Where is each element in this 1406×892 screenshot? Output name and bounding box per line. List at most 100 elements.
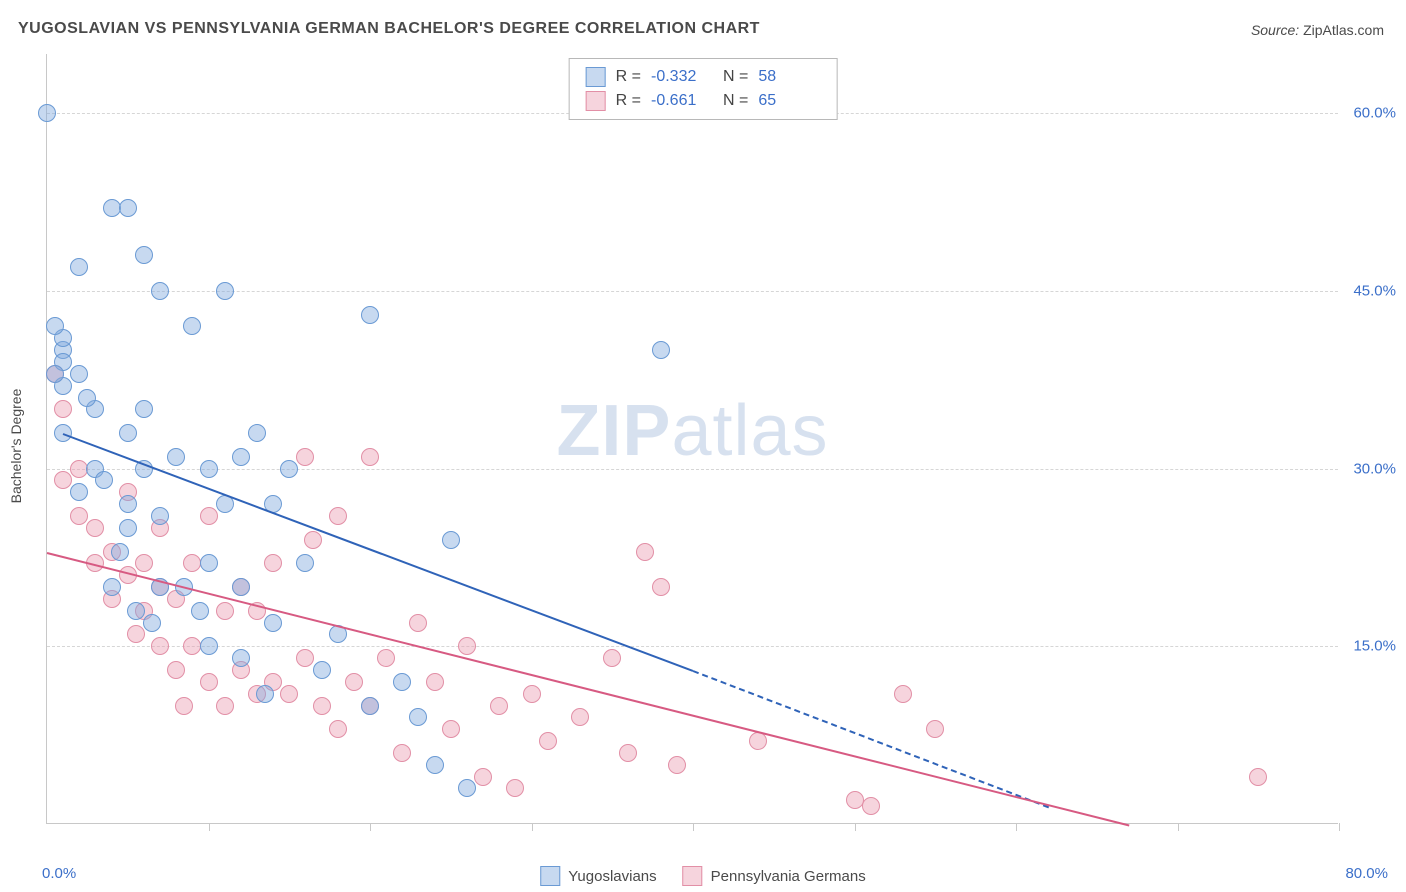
marker-penn-germans xyxy=(523,685,541,703)
r-value-penn-germans: -0.661 xyxy=(651,92,713,110)
swatch-penn-germans xyxy=(683,866,703,886)
x-tick xyxy=(370,823,371,831)
x-tick xyxy=(1339,823,1340,831)
marker-yugoslavians xyxy=(70,258,88,276)
marker-penn-germans xyxy=(200,507,218,525)
marker-yugoslavians xyxy=(426,756,444,774)
marker-yugoslavians xyxy=(103,578,121,596)
marker-yugoslavians xyxy=(151,507,169,525)
marker-yugoslavians xyxy=(183,317,201,335)
legend-item-yugoslavians: Yugoslavians xyxy=(540,866,656,886)
marker-penn-germans xyxy=(426,673,444,691)
marker-yugoslavians xyxy=(135,400,153,418)
marker-yugoslavians xyxy=(70,483,88,501)
marker-yugoslavians xyxy=(167,448,185,466)
y-tick-label: 45.0% xyxy=(1353,282,1396,299)
gridline xyxy=(47,291,1338,292)
r-value-yugoslavians: -0.332 xyxy=(651,68,713,86)
marker-yugoslavians xyxy=(127,602,145,620)
marker-penn-germans xyxy=(345,673,363,691)
marker-yugoslavians xyxy=(232,649,250,667)
marker-yugoslavians xyxy=(143,614,161,632)
marker-penn-germans xyxy=(571,708,589,726)
marker-yugoslavians xyxy=(313,661,331,679)
n-value-penn-germans: 65 xyxy=(758,92,820,110)
marker-yugoslavians xyxy=(95,471,113,489)
marker-penn-germans xyxy=(329,720,347,738)
trend-yugoslavians-extrapolated xyxy=(693,670,1049,808)
plot-area: ZIPatlas 15.0%30.0%45.0%60.0% xyxy=(46,54,1338,824)
marker-yugoslavians xyxy=(135,246,153,264)
marker-penn-germans xyxy=(539,732,557,750)
marker-penn-germans xyxy=(393,744,411,762)
marker-yugoslavians xyxy=(361,697,379,715)
marker-yugoslavians xyxy=(46,365,64,383)
marker-yugoslavians xyxy=(256,685,274,703)
watermark: ZIPatlas xyxy=(556,389,828,471)
marker-yugoslavians xyxy=(119,519,137,537)
marker-yugoslavians xyxy=(409,708,427,726)
marker-yugoslavians xyxy=(70,365,88,383)
marker-penn-germans xyxy=(216,697,234,715)
marker-penn-germans xyxy=(603,649,621,667)
marker-penn-germans xyxy=(175,697,193,715)
swatch-yugoslavians xyxy=(540,866,560,886)
y-tick-label: 30.0% xyxy=(1353,460,1396,477)
marker-yugoslavians xyxy=(232,578,250,596)
marker-penn-germans xyxy=(894,685,912,703)
gridline xyxy=(47,469,1338,470)
marker-penn-germans xyxy=(200,673,218,691)
marker-penn-germans xyxy=(216,602,234,620)
marker-penn-germans xyxy=(458,637,476,655)
marker-yugoslavians xyxy=(216,282,234,300)
x-max-label: 80.0% xyxy=(1345,865,1388,882)
marker-penn-germans xyxy=(264,554,282,572)
marker-penn-germans xyxy=(926,720,944,738)
marker-yugoslavians xyxy=(119,199,137,217)
marker-yugoslavians xyxy=(38,104,56,122)
marker-penn-germans xyxy=(377,649,395,667)
legend-row-yugoslavians: R = -0.332 N = 58 xyxy=(586,65,821,89)
x-min-label: 0.0% xyxy=(42,865,76,882)
x-tick xyxy=(1016,823,1017,831)
n-value-yugoslavians: 58 xyxy=(758,68,820,86)
r-label: R = xyxy=(616,92,641,110)
marker-penn-germans xyxy=(86,519,104,537)
series-legend: Yugoslavians Pennsylvania Germans xyxy=(540,866,865,886)
marker-penn-germans xyxy=(636,543,654,561)
correlation-legend: R = -0.332 N = 58 R = -0.661 N = 65 xyxy=(569,58,838,120)
swatch-penn-germans xyxy=(586,91,606,111)
marker-yugoslavians xyxy=(296,554,314,572)
marker-yugoslavians xyxy=(248,424,266,442)
marker-penn-germans xyxy=(54,400,72,418)
y-tick-label: 60.0% xyxy=(1353,105,1396,122)
n-label: N = xyxy=(723,92,748,110)
marker-yugoslavians xyxy=(78,389,96,407)
gridline xyxy=(47,646,1338,647)
marker-penn-germans xyxy=(304,531,322,549)
x-tick xyxy=(532,823,533,831)
marker-penn-germans xyxy=(167,661,185,679)
marker-penn-germans xyxy=(313,697,331,715)
y-tick-label: 15.0% xyxy=(1353,638,1396,655)
n-label: N = xyxy=(723,68,748,86)
marker-yugoslavians xyxy=(393,673,411,691)
legend-item-penn-germans: Pennsylvania Germans xyxy=(683,866,866,886)
marker-penn-germans xyxy=(409,614,427,632)
marker-yugoslavians xyxy=(119,495,137,513)
series-label-yugoslavians: Yugoslavians xyxy=(568,868,656,885)
chart-title: YUGOSLAVIAN VS PENNSYLVANIA GERMAN BACHE… xyxy=(18,20,760,38)
r-label: R = xyxy=(616,68,641,86)
marker-yugoslavians xyxy=(191,602,209,620)
marker-penn-germans xyxy=(127,625,145,643)
marker-penn-germans xyxy=(296,448,314,466)
legend-row-penn-germans: R = -0.661 N = 65 xyxy=(586,89,821,113)
marker-penn-germans xyxy=(296,649,314,667)
source-value: ZipAtlas.com xyxy=(1303,22,1384,38)
marker-yugoslavians xyxy=(361,306,379,324)
watermark-zip: ZIP xyxy=(556,390,671,470)
marker-yugoslavians xyxy=(280,460,298,478)
source-attribution: Source: ZipAtlas.com xyxy=(1251,22,1384,38)
marker-penn-germans xyxy=(668,756,686,774)
marker-yugoslavians xyxy=(264,614,282,632)
